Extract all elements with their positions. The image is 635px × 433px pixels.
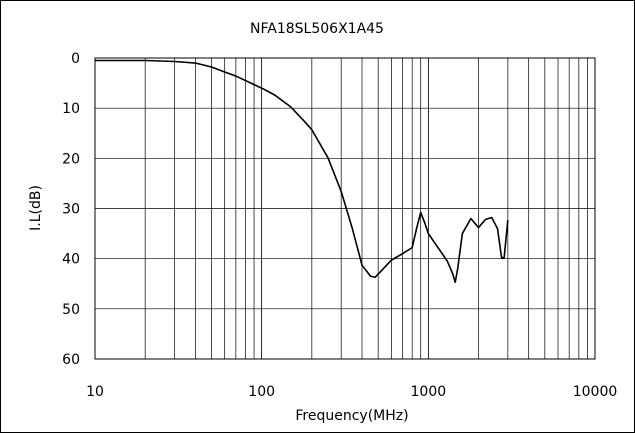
x-tick-label: 10000 — [573, 384, 618, 400]
y-tick-label: 20 — [62, 151, 80, 167]
x-tick-label: 10 — [86, 384, 104, 400]
y-axis-title: I.L(dB) — [28, 185, 44, 231]
y-tick-label: 10 — [62, 101, 80, 117]
y-tick-label: 50 — [62, 302, 80, 318]
x-tick-label: 100 — [248, 384, 275, 400]
y-tick-label: 0 — [71, 51, 80, 67]
x-axis-title: Frequency(MHz) — [295, 408, 408, 424]
chart-title: NFA18SL506X1A45 — [250, 21, 384, 37]
y-tick-label: 40 — [62, 252, 80, 268]
x-tick-label: 1000 — [411, 384, 447, 400]
series-line — [95, 59, 509, 284]
y-tick-label: 60 — [62, 352, 80, 368]
grid — [95, 58, 595, 359]
y-tick-label: 30 — [62, 202, 80, 218]
tick-labels: 10 100 1000 10000 0 10 20 30 40 50 60 — [62, 51, 617, 400]
